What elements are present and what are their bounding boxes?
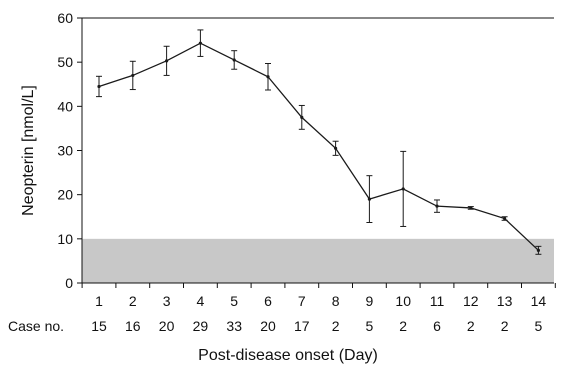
x-tick-label: 14: [531, 293, 547, 309]
case-number: 15: [91, 318, 107, 334]
x-tick-label: 7: [298, 293, 306, 309]
y-tick-label: 10: [57, 231, 73, 247]
x-axis-ticks: 1 2 3 4 5 6 7 8 9 10 11 12 13 14: [81, 283, 556, 309]
y-tick-label: 60: [57, 10, 73, 26]
reference-band-layer: [82, 238, 554, 283]
data-point: [198, 41, 202, 45]
x-tick-label: 11: [430, 293, 445, 309]
y-axis-title: Neopterin [nmol/L]: [20, 85, 37, 216]
data-point: [334, 146, 338, 150]
data-point: [266, 75, 270, 79]
x-tick-label: 4: [197, 293, 205, 309]
reference-band: [82, 238, 554, 283]
case-number: 6: [433, 318, 441, 334]
data-point: [97, 84, 101, 89]
case-number: 2: [399, 318, 407, 334]
x-tick-label: 10: [395, 293, 411, 309]
case-number: 17: [294, 318, 310, 334]
data-point: [469, 206, 473, 210]
y-axis-ticks: 0 10 20 30 40 50 60: [57, 10, 82, 291]
case-number: 29: [193, 318, 209, 334]
data-point: [165, 59, 169, 63]
x-tick-label: 13: [497, 293, 513, 309]
case-number: 2: [501, 318, 509, 334]
case-number: 5: [366, 318, 374, 334]
y-tick-label: 30: [57, 143, 73, 159]
data-point: [300, 115, 304, 119]
data-point: [367, 197, 371, 201]
y-tick-label: 0: [65, 275, 73, 291]
case-number: 2: [332, 318, 340, 334]
case-number: 16: [125, 318, 141, 334]
case-number: 5: [535, 318, 543, 334]
case-row-label: Case no.: [8, 318, 64, 334]
y-tick-label: 50: [57, 54, 73, 70]
y-tick-label: 40: [57, 98, 73, 114]
y-tick-label: 20: [57, 187, 73, 203]
x-axis-title: Post-disease onset (Day): [198, 347, 378, 364]
x-tick-label: 3: [163, 293, 171, 309]
x-tick-label: 8: [332, 293, 340, 309]
series-layer: [96, 29, 542, 255]
data-point: [536, 248, 541, 252]
data-point: [503, 216, 507, 221]
x-tick-label: 9: [366, 293, 374, 309]
data-point: [232, 58, 236, 62]
case-number: 20: [159, 318, 175, 334]
series-line: [98, 42, 539, 251]
case-number: 20: [260, 318, 276, 334]
x-tick-label: 6: [264, 293, 272, 309]
data-point: [401, 187, 405, 191]
data-point: [131, 73, 135, 78]
case-number-row: Case no. 15 16 20 29 33 20 17 2 5 2 6 2 2 5: [8, 318, 543, 334]
x-tick-label: 12: [463, 293, 479, 309]
case-number: 33: [226, 318, 242, 334]
x-tick-label: 2: [129, 293, 137, 309]
x-tick-label: 5: [230, 293, 238, 309]
data-point: [435, 204, 439, 208]
x-tick-label: 1: [95, 293, 103, 309]
case-number: 2: [467, 318, 475, 334]
